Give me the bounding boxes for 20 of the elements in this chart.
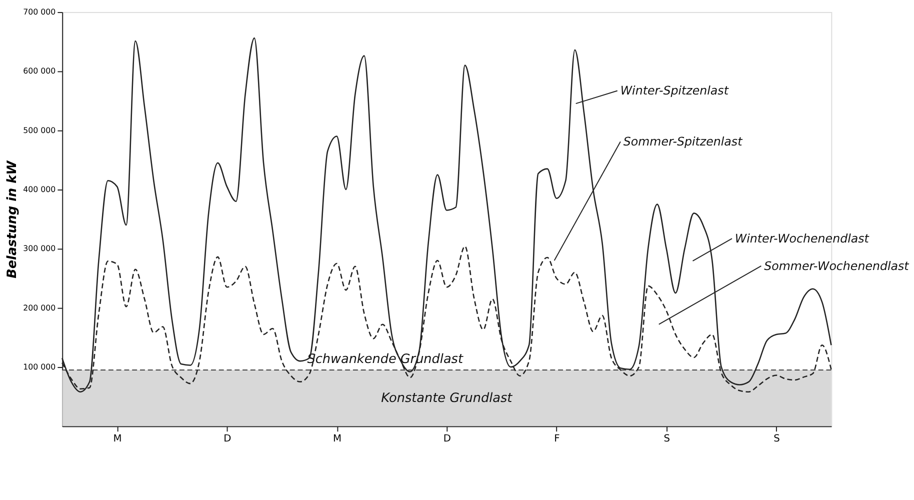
y-tick-label: 500 000 — [23, 126, 56, 135]
x-tick-label: S — [774, 433, 780, 444]
annotation: Sommer-Wochenendlast — [764, 258, 910, 273]
x-tick-label: S — [664, 433, 670, 444]
annotation: Winter-Wochenendlast — [734, 232, 870, 246]
y-tick-label: 200 000 — [23, 303, 56, 312]
y-tick-label: 700 000 — [23, 8, 56, 16]
y-tick-label: 600 000 — [23, 66, 56, 76]
y-tick-label: 300 000 — [23, 244, 56, 254]
x-tick-label: F — [554, 433, 560, 444]
band-label: Konstante Grundlast — [381, 390, 514, 406]
annotation: Sommer-Spitzenlast — [623, 134, 743, 149]
x-tick-label: M — [333, 433, 342, 444]
y-axis-title: Belastung in kW — [5, 160, 20, 278]
x-tick-label: D — [224, 433, 232, 444]
y-tick-label: 100 000 — [23, 362, 56, 372]
y-tick-label: 400 000 — [23, 184, 56, 194]
x-tick-label: M — [113, 433, 122, 444]
x-tick-label: D — [443, 433, 451, 444]
annotation: Winter-Spitzenlast — [620, 84, 729, 98]
